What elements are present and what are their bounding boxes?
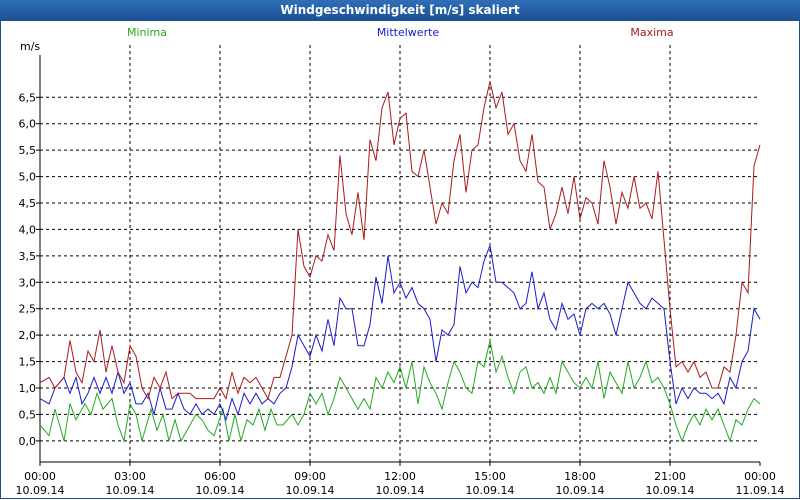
- y-tick-label: 3,5: [19, 250, 37, 263]
- x-tick-date-label: 10.09.14: [106, 484, 155, 497]
- x-tick-time-label: 03:00: [114, 470, 146, 483]
- y-tick-label: 0,5: [19, 408, 37, 421]
- y-tick-label: 5,5: [19, 144, 37, 157]
- x-tick-date-label: 10.09.14: [556, 484, 605, 497]
- x-tick-time-label: 18:00: [564, 470, 596, 483]
- legend-minima: Minima: [127, 26, 167, 39]
- x-axis-ticks: 00:0010.09.1403:0010.09.1406:0010.09.140…: [16, 462, 785, 497]
- series-line-maxima: [39, 81, 761, 400]
- grid-lines: [40, 45, 760, 462]
- y-tick-label: 6,0: [19, 118, 37, 131]
- x-tick-date-label: 10.09.14: [376, 484, 425, 497]
- y-tick-label: 0,0: [19, 435, 37, 448]
- y-tick-label: 1,5: [19, 356, 37, 369]
- y-axis-unit-label: m/s: [20, 40, 40, 53]
- x-tick-date-label: 10.09.14: [196, 484, 245, 497]
- y-tick-label: 2,0: [19, 329, 37, 342]
- legend-maxima: Maxima: [630, 26, 673, 39]
- x-tick-date-label: 11.09.14: [736, 484, 785, 497]
- x-tick-time-label: 00:00: [744, 470, 776, 483]
- x-tick-time-label: 00:00: [24, 470, 56, 483]
- series-line-mittelwerte: [39, 243, 761, 422]
- y-tick-label: 4,5: [19, 197, 37, 210]
- y-tick-label: 6,5: [19, 91, 37, 104]
- x-tick-time-label: 06:00: [204, 470, 236, 483]
- x-tick-time-label: 15:00: [474, 470, 506, 483]
- chart-title-bar: Windgeschwindigkeit [m/s] skaliert: [0, 0, 800, 21]
- x-tick-date-label: 10.09.14: [16, 484, 65, 497]
- y-tick-label: 5,0: [19, 171, 37, 184]
- x-tick-time-label: 09:00: [294, 470, 326, 483]
- x-tick-time-label: 21:00: [654, 470, 686, 483]
- y-axis-ticks: 0,0 0,5 1,0 1,5 2,0 2,5 3,0 3,5 4,0 4,5 5,0 5,5 6,0 6…: [19, 91, 40, 448]
- x-tick-date-label: 10.09.14: [646, 484, 695, 497]
- y-tick-label: 1,0: [19, 382, 37, 395]
- chart-title: Windgeschwindigkeit [m/s] skaliert: [280, 3, 520, 17]
- legend-mittelwerte: Mittelwerte: [377, 26, 440, 39]
- y-tick-label: 2,5: [19, 303, 37, 316]
- series-line-minima: [39, 340, 761, 443]
- x-tick-time-label: 12:00: [384, 470, 416, 483]
- y-tick-label: 4,0: [19, 223, 37, 236]
- x-tick-date-label: 10.09.14: [466, 484, 515, 497]
- x-tick-date-label: 10.09.14: [286, 484, 335, 497]
- y-tick-label: 3,0: [19, 276, 37, 289]
- series-lines: [39, 81, 761, 443]
